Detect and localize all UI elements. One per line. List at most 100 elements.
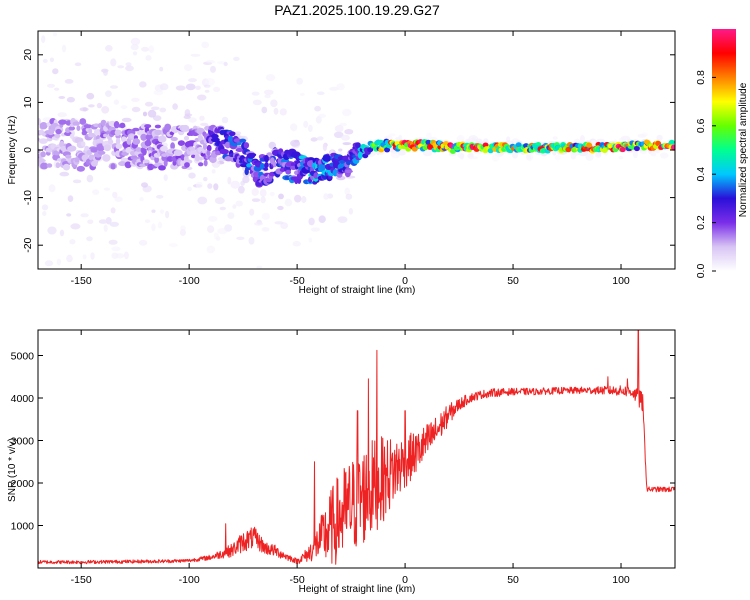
spectrogram-cell bbox=[450, 148, 456, 154]
spectrogram-speckle bbox=[526, 154, 532, 160]
spectrogram-speckle bbox=[300, 92, 305, 96]
spectrogram-speckle bbox=[341, 134, 350, 141]
spectrogram-speckle bbox=[168, 243, 178, 248]
spectrogram-cell bbox=[135, 147, 142, 152]
spectrogram-cell bbox=[110, 163, 116, 170]
spectrogram-speckle bbox=[221, 116, 229, 124]
spectrogram-y-axis: -20 -10 0 10 20 bbox=[22, 49, 675, 253]
spectrogram-speckle bbox=[131, 106, 141, 113]
spectrogram-speckle bbox=[660, 152, 669, 159]
spectrogram-speckle bbox=[323, 193, 329, 200]
spectrogram-cell bbox=[40, 151, 46, 158]
spectrogram-speckle bbox=[273, 107, 279, 115]
spectrogram-speckle bbox=[108, 239, 118, 245]
spectrogram-cell bbox=[140, 133, 147, 141]
spectrogram-speckle bbox=[141, 182, 148, 188]
spectrogram-speckle bbox=[261, 106, 268, 114]
tick-label: -50 bbox=[290, 574, 305, 586]
spectrogram-speckle bbox=[621, 135, 630, 141]
spectrogram-speckle bbox=[141, 46, 150, 52]
spectrogram-speckle bbox=[338, 148, 343, 152]
spectrogram-speckle bbox=[208, 215, 218, 222]
spectrogram-speckle bbox=[184, 109, 191, 116]
spectrogram-cell bbox=[103, 144, 112, 152]
spectrogram-speckle bbox=[269, 191, 275, 197]
spectrogram-speckle bbox=[211, 169, 216, 174]
spectrogram-cell bbox=[228, 131, 236, 137]
spectrogram-cell bbox=[74, 157, 80, 163]
spectrogram-cell bbox=[158, 165, 166, 171]
spectrogram-speckle bbox=[301, 196, 307, 203]
spectrogram-cell bbox=[177, 140, 185, 147]
tick-label: 10 bbox=[22, 96, 34, 108]
tick-label: 4000 bbox=[11, 393, 35, 405]
spectrogram-speckle bbox=[151, 209, 156, 213]
spectrogram-speckle bbox=[389, 133, 396, 137]
spectrogram-speckle bbox=[552, 136, 558, 140]
tick-label: -100 bbox=[179, 574, 200, 586]
spectrogram-cell bbox=[38, 118, 41, 125]
spectrogram-cell bbox=[68, 126, 76, 131]
spectrogram-cell bbox=[115, 137, 121, 145]
spectrogram-speckle bbox=[342, 108, 352, 117]
spectrogram-speckle bbox=[130, 43, 139, 51]
spectrogram-cell bbox=[487, 148, 494, 154]
colorbar-gradient bbox=[712, 29, 736, 271]
spectrogram-cell bbox=[184, 162, 190, 168]
figure-title: PAZ1.2025.100.19.29.G27 bbox=[274, 2, 440, 18]
spectrogram-speckle bbox=[395, 137, 401, 141]
spectrogram-speckle bbox=[111, 252, 119, 259]
snr-x-axis-title: Height of straight line (km) bbox=[299, 584, 416, 595]
spectrogram-speckle bbox=[139, 81, 147, 88]
tick-label: -150 bbox=[71, 574, 92, 586]
spectrogram-speckle bbox=[316, 136, 324, 141]
spectrogram-cell bbox=[670, 144, 675, 150]
spectrogram-cell bbox=[246, 163, 252, 168]
spectrogram-cell bbox=[38, 158, 46, 163]
spectrogram-cell bbox=[144, 124, 152, 129]
spectrogram-cell bbox=[203, 159, 208, 167]
spectrogram-speckle bbox=[86, 236, 93, 242]
spectrogram-speckle bbox=[153, 115, 162, 121]
spectrogram-cell bbox=[142, 148, 147, 156]
tick-label: 0 bbox=[22, 147, 34, 153]
colorbar-tick-label: 0.0 bbox=[695, 264, 707, 279]
spectrogram-speckle bbox=[308, 237, 313, 243]
spectrogram-speckle bbox=[249, 208, 255, 216]
spectrogram-speckle bbox=[422, 150, 433, 157]
spectrogram-speckle bbox=[416, 137, 425, 141]
spectrogram-speckle bbox=[56, 258, 62, 266]
spectrogram-speckle bbox=[265, 74, 276, 81]
spectrogram-speckle bbox=[308, 124, 313, 132]
spectrogram-speckle bbox=[254, 221, 263, 226]
spectrogram-speckle bbox=[199, 115, 205, 122]
spectrogram-cell bbox=[243, 142, 250, 149]
spectrogram-speckle bbox=[151, 223, 156, 232]
spectrogram-cell bbox=[220, 149, 229, 155]
spectrogram-speckle bbox=[259, 189, 267, 197]
spectrogram-speckle bbox=[650, 152, 657, 157]
spectrogram-speckle bbox=[256, 265, 263, 269]
spectrogram-speckle bbox=[233, 56, 240, 62]
spectrogram-speckle bbox=[203, 84, 211, 88]
tick-label: 1000 bbox=[11, 521, 35, 533]
spectrogram-speckle bbox=[132, 51, 138, 56]
spectrogram-speckle bbox=[180, 225, 186, 232]
spectrogram-speckle bbox=[210, 65, 216, 73]
spectrogram-cell bbox=[100, 119, 107, 127]
spectrogram-cell bbox=[142, 159, 150, 164]
spectrogram-cell bbox=[38, 138, 48, 144]
spectrogram-cell bbox=[224, 141, 231, 149]
spectrogram-speckle bbox=[110, 58, 117, 67]
spectrogram-speckle bbox=[82, 107, 88, 112]
spectrogram-speckle bbox=[618, 155, 624, 160]
spectrogram-speckle bbox=[248, 237, 255, 245]
colorbar-ticks: 0.0 0.2 0.4 0.6 0.8 bbox=[695, 70, 716, 278]
spectrogram-speckle bbox=[66, 213, 72, 217]
spectrogram-cell bbox=[173, 149, 183, 156]
spectrogram-speckle bbox=[90, 252, 95, 260]
colorbar-title: Normalized spectral amplitude bbox=[738, 82, 749, 217]
spectrogram-speckle bbox=[159, 107, 167, 113]
spectrogram-speckle bbox=[103, 187, 110, 191]
colorbar-tick-label: 0.8 bbox=[695, 70, 707, 85]
